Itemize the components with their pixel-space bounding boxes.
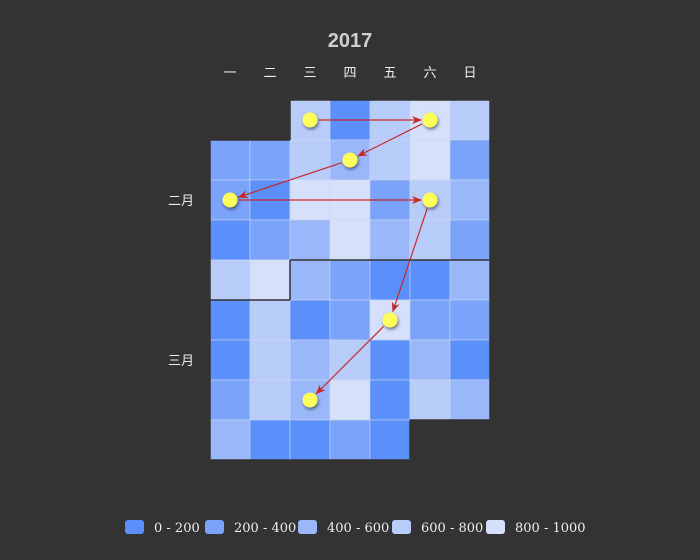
day-label: 五 — [383, 66, 396, 81]
heatmap-cell[interactable] — [369, 339, 411, 381]
path-point[interactable] — [302, 112, 318, 128]
heatmap-cell[interactable] — [249, 419, 291, 461]
heatmap-cell[interactable] — [449, 99, 491, 141]
heatmap-cell[interactable] — [289, 219, 331, 261]
heatmap-cells — [209, 99, 491, 461]
heatmap-cell[interactable] — [209, 419, 251, 461]
legend: 0 - 200 200 - 400 400 - 600 600 - 800 800 - … — [125, 520, 586, 536]
heatmap-cell[interactable] — [369, 259, 411, 301]
day-label: 一 — [223, 66, 236, 81]
heatmap-cell[interactable] — [209, 339, 251, 381]
heatmap-cell[interactable] — [449, 339, 491, 381]
heatmap-cell[interactable] — [369, 219, 411, 261]
heatmap-cell[interactable] — [209, 299, 251, 341]
day-label: 三 — [303, 66, 316, 81]
path-arrow — [237, 162, 342, 199]
heatmap-cell[interactable] — [289, 339, 331, 381]
path-point[interactable] — [222, 192, 238, 208]
heatmap-cell[interactable] — [289, 419, 331, 461]
day-labels: 一二三四五六日 — [223, 66, 476, 81]
legend-label: 0 - 200 — [154, 521, 200, 536]
heatmap-cell[interactable] — [209, 259, 251, 301]
heatmap-cell[interactable] — [249, 299, 291, 341]
heatmap-cell[interactable] — [209, 219, 251, 261]
legend-label: 200 - 400 — [234, 521, 296, 536]
heatmap-cell[interactable] — [289, 139, 331, 181]
path-point[interactable] — [302, 392, 318, 408]
heatmap-cell[interactable] — [249, 259, 291, 301]
heatmap-cell[interactable] — [409, 379, 451, 421]
heatmap-cell[interactable] — [209, 139, 251, 181]
heatmap-cell[interactable] — [449, 179, 491, 221]
heatmap-cell[interactable] — [409, 339, 451, 381]
heatmap-cell[interactable] — [409, 219, 451, 261]
month-boundaries — [209, 99, 491, 461]
heatmap-cell[interactable] — [409, 259, 451, 301]
heatmap-cell[interactable] — [369, 379, 411, 421]
legend-swatch[interactable] — [205, 520, 224, 534]
heatmap-cell[interactable] — [249, 379, 291, 421]
heatmap-cell[interactable] — [329, 299, 371, 341]
path-arrows — [237, 116, 428, 395]
legend-swatch[interactable] — [392, 520, 411, 534]
heatmap-cell[interactable] — [369, 419, 411, 461]
heatmap-cell[interactable] — [249, 219, 291, 261]
path-arrow — [391, 208, 428, 313]
path-points — [222, 112, 438, 408]
path-point[interactable] — [382, 312, 398, 328]
day-label: 日 — [463, 66, 476, 81]
day-label: 四 — [343, 66, 356, 81]
legend-label: 800 - 1000 — [515, 521, 586, 536]
heatmap-cell[interactable] — [329, 259, 371, 301]
path-arrow — [315, 325, 385, 395]
heatmap-cell[interactable] — [449, 299, 491, 341]
heatmap-cell[interactable] — [329, 419, 371, 461]
heatmap-cell[interactable] — [329, 379, 371, 421]
month-label: 三月 — [168, 354, 194, 369]
heatmap-cell[interactable] — [409, 299, 451, 341]
legend-label: 400 - 600 — [327, 521, 389, 536]
chart-title: 2017 — [328, 30, 373, 52]
legend-swatch[interactable] — [486, 520, 505, 534]
month-label: 二月 — [168, 194, 194, 209]
heatmap-cell[interactable] — [329, 219, 371, 261]
heatmap-cell[interactable] — [449, 219, 491, 261]
heatmap-cell[interactable] — [289, 299, 331, 341]
heatmap-cell[interactable] — [209, 379, 251, 421]
heatmap-cell[interactable] — [449, 259, 491, 301]
heatmap-cell[interactable] — [449, 379, 491, 421]
legend-swatch[interactable] — [298, 520, 317, 534]
path-point[interactable] — [422, 192, 438, 208]
heatmap-cell[interactable] — [369, 139, 411, 181]
legend-label: 600 - 800 — [421, 521, 483, 536]
path-arrow — [357, 123, 423, 157]
heatmap-cell[interactable] — [249, 339, 291, 381]
path-point[interactable] — [422, 112, 438, 128]
heatmap-cell[interactable] — [449, 139, 491, 181]
day-label: 六 — [423, 66, 436, 81]
heatmap-cell[interactable] — [249, 139, 291, 181]
heatmap-cell[interactable] — [409, 139, 451, 181]
legend-swatch[interactable] — [125, 520, 144, 534]
heatmap-cell[interactable] — [289, 259, 331, 301]
path-point[interactable] — [342, 152, 358, 168]
day-label: 二 — [263, 66, 276, 81]
